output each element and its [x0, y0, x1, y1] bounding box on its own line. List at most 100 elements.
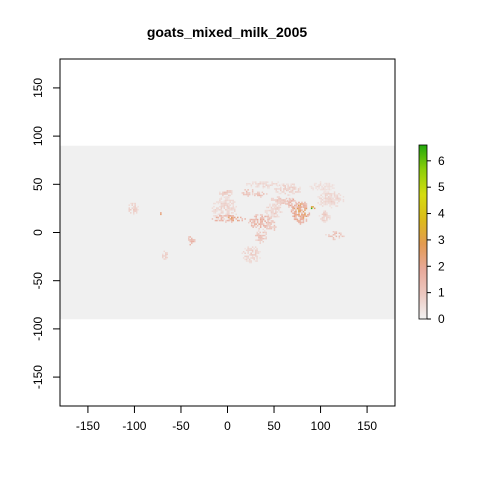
raster-cell — [270, 212, 273, 215]
raster-cell — [264, 231, 266, 234]
raster-cell — [334, 231, 336, 233]
raster-cell — [321, 213, 324, 216]
raster-cell — [270, 215, 273, 218]
raster-cell — [280, 186, 282, 189]
raster-cell — [275, 205, 277, 207]
raster-cell — [265, 225, 268, 227]
raster-cell — [328, 187, 331, 189]
raster-cell — [234, 207, 236, 209]
raster-cell — [293, 186, 295, 189]
raster-cell — [288, 188, 291, 190]
raster-cell — [273, 208, 276, 210]
raster-cell — [295, 215, 297, 217]
raster-cell — [220, 198, 223, 200]
raster-cell — [222, 191, 224, 194]
raster-cell — [214, 209, 217, 211]
raster-cell — [269, 223, 271, 225]
raster-cell — [292, 212, 294, 214]
raster-cell — [253, 254, 255, 256]
raster-cell — [135, 212, 138, 214]
raster-cell — [258, 239, 260, 241]
raster-cell — [287, 183, 289, 185]
raster-cell — [299, 215, 302, 217]
raster-cell — [290, 210, 293, 213]
raster-cell — [226, 193, 229, 195]
raster-cell — [262, 231, 264, 234]
raster-cell — [278, 192, 280, 195]
raster-cell — [228, 216, 230, 219]
raster-cell — [241, 219, 243, 222]
raster-cell — [290, 185, 292, 187]
raster-cell — [285, 197, 288, 200]
raster-cell — [259, 226, 262, 228]
raster-cell — [332, 197, 334, 200]
raster-cell — [220, 212, 223, 214]
raster-cell — [267, 215, 269, 218]
raster-cell — [321, 205, 324, 207]
raster-cell — [299, 218, 302, 221]
raster-cell — [288, 191, 291, 193]
raster-cell — [323, 216, 325, 219]
x-tick-label: 50 — [267, 419, 281, 433]
raster-cell — [216, 210, 218, 212]
raster-cell — [319, 184, 322, 186]
raster-cell — [228, 219, 230, 222]
raster-cell — [325, 184, 328, 186]
raster-cell — [339, 194, 342, 196]
raster-cell — [134, 205, 136, 208]
raster-cell — [307, 214, 309, 216]
raster-cell — [326, 193, 328, 195]
raster-cell — [327, 191, 330, 193]
raster-cell — [326, 213, 328, 216]
raster-cell — [253, 218, 256, 221]
raster-cell — [267, 186, 269, 188]
raster-cell — [275, 191, 277, 193]
raster-cell — [232, 204, 234, 206]
raster-cell — [250, 225, 253, 227]
raster-cell — [263, 193, 265, 195]
raster-cell — [267, 217, 269, 219]
raster-cell — [258, 234, 260, 237]
raster-cell — [278, 215, 280, 218]
raster-cell — [319, 182, 322, 185]
raster-cell — [222, 212, 224, 214]
raster-cell — [259, 225, 262, 227]
raster-cell — [250, 252, 252, 254]
raster-cell — [332, 238, 335, 241]
raster-cell — [261, 218, 263, 221]
raster-cell — [162, 256, 164, 259]
raster-cell — [272, 215, 274, 218]
raster-cell — [342, 199, 345, 201]
raster-cell — [336, 194, 339, 196]
raster-cell — [245, 192, 248, 194]
raster-cell — [242, 193, 245, 196]
raster-cell — [268, 186, 270, 188]
raster-cell — [217, 207, 220, 209]
raster-cell — [283, 183, 285, 185]
raster-cell — [262, 181, 264, 183]
raster-cell — [327, 182, 329, 185]
raster-cell — [229, 201, 231, 203]
raster-cell — [288, 199, 291, 201]
raster-cell — [299, 191, 301, 193]
raster-cell — [330, 197, 333, 200]
raster-cell — [272, 226, 274, 228]
raster-cell — [264, 181, 266, 183]
raster-cell — [283, 188, 285, 190]
raster-cell — [235, 218, 237, 220]
raster-cell — [269, 203, 271, 206]
raster-cell — [332, 237, 335, 239]
raster-cell — [272, 212, 274, 215]
raster-cell — [329, 199, 331, 201]
raster-cell — [245, 249, 248, 251]
raster-cell — [259, 217, 262, 219]
raster-cell — [163, 250, 165, 253]
raster-cell — [304, 214, 306, 216]
raster-cell — [301, 218, 303, 221]
raster-cell — [189, 239, 191, 241]
raster-cell — [228, 204, 230, 206]
raster-cell — [251, 255, 254, 258]
raster-cell — [214, 212, 217, 214]
raster-cell — [270, 217, 272, 219]
raster-cell — [262, 217, 265, 219]
